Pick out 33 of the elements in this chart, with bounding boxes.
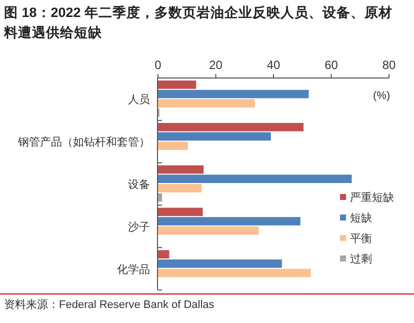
y-tick-label: 沙子 xyxy=(128,220,150,234)
bar xyxy=(158,142,188,150)
annotation: (%) xyxy=(373,90,390,102)
y-tick-label: 设备 xyxy=(128,179,150,191)
bar xyxy=(158,250,170,258)
bar xyxy=(158,268,311,278)
x-tick-label: 40 xyxy=(266,58,280,72)
x-tick-label: 20 xyxy=(209,58,223,72)
legend-label: 严重短缺 xyxy=(350,191,394,204)
bar xyxy=(158,99,255,108)
x-tick-label: 0 xyxy=(154,58,162,72)
bar xyxy=(158,217,300,226)
y-tick-label: 人员 xyxy=(128,94,150,106)
chart-title: 图 18：2022 年二季度，多数页岩油企业反映人员、设备、原材料遭遇供给短缺 xyxy=(3,4,393,40)
bar xyxy=(158,208,203,216)
x-tick-label: 60 xyxy=(324,58,338,72)
bar xyxy=(158,90,309,98)
legend-label: 平衡 xyxy=(350,233,372,245)
y-tick-label: 钢管产品（如钻杆和套管） xyxy=(17,136,150,149)
bar xyxy=(158,174,352,183)
y-tick-label: 化学品 xyxy=(117,264,150,276)
x-tick-label: 80 xyxy=(382,58,396,72)
bar xyxy=(158,122,304,132)
text: 资料来源：Federal Reserve Bank of Dallas xyxy=(4,298,215,311)
bar xyxy=(158,226,259,235)
bar xyxy=(158,259,282,268)
legend-label: 过剩 xyxy=(350,252,372,266)
bar xyxy=(158,132,271,141)
bar xyxy=(158,80,196,89)
bar xyxy=(158,193,162,202)
legend-label: 短缺 xyxy=(350,212,372,224)
bar xyxy=(158,184,202,192)
bar xyxy=(158,165,204,174)
